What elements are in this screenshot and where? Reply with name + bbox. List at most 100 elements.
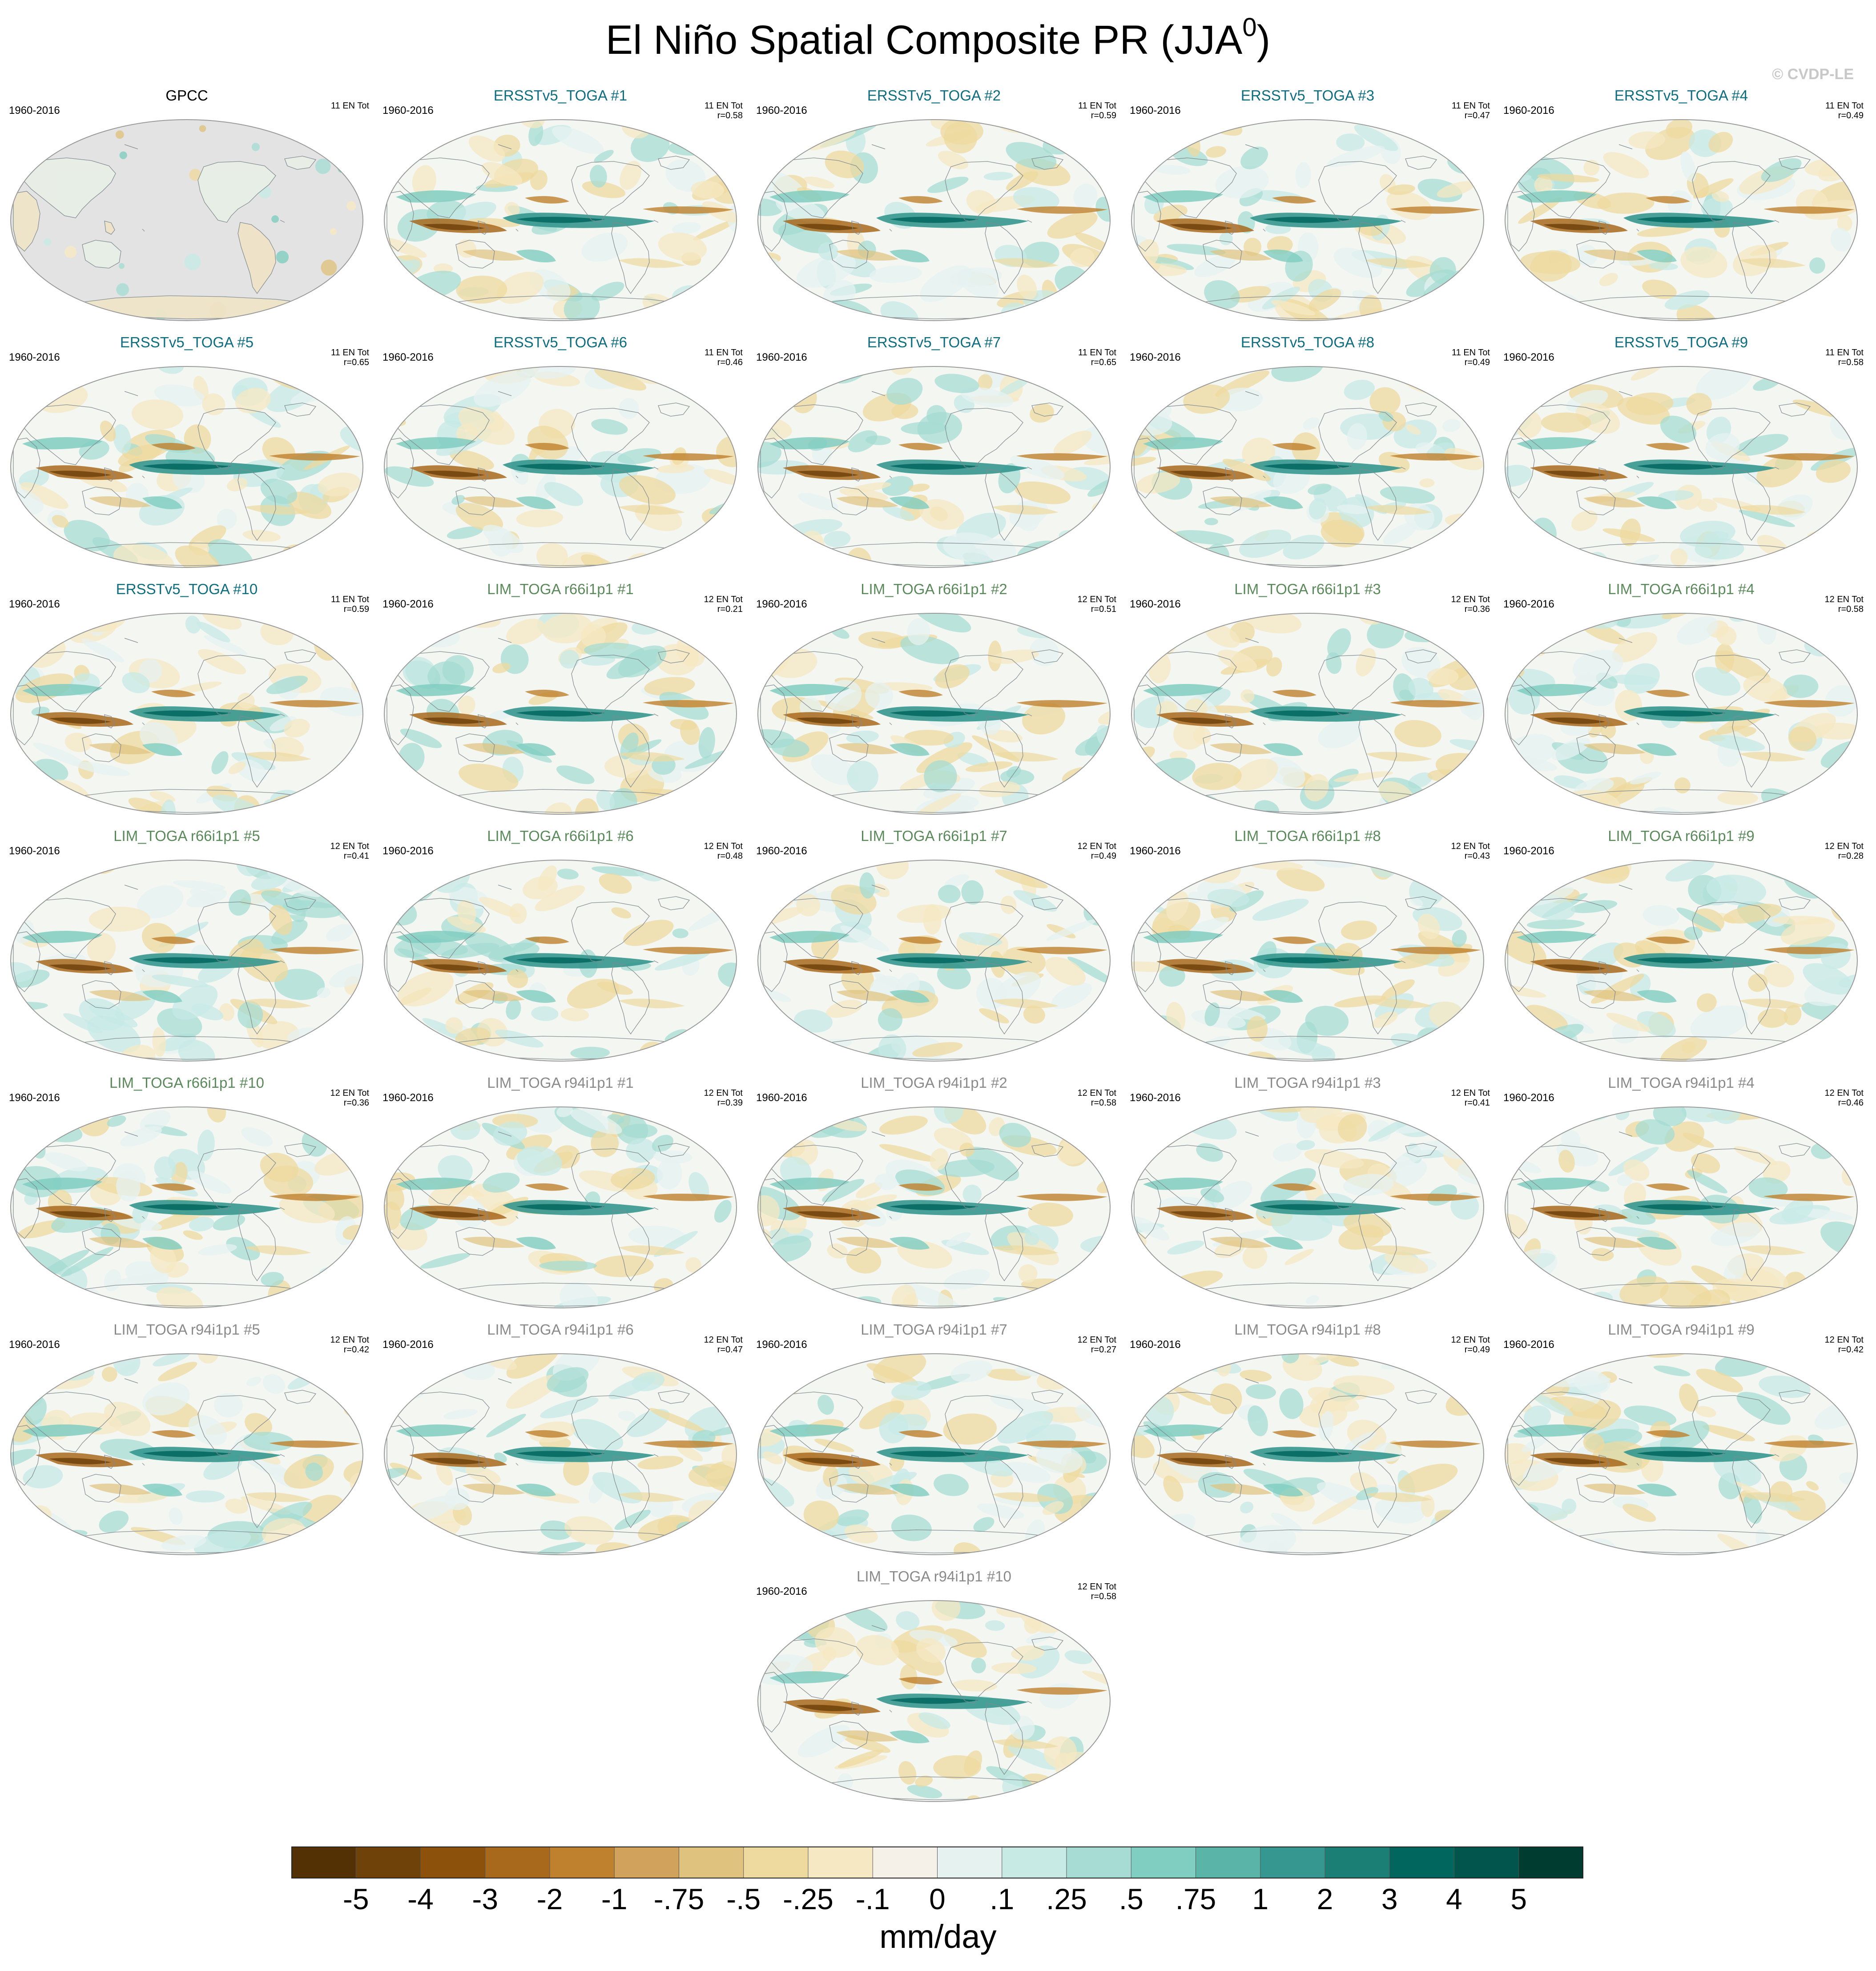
world-map [1131, 1353, 1484, 1555]
panel-event-count: 12 EN Tot r=0.47 [704, 1335, 743, 1355]
panel-event-count: 12 EN Tot r=0.41 [330, 841, 369, 861]
panel-event-count: 12 EN Tot r=0.46 [1825, 1088, 1864, 1108]
event-total: 11 EN Tot [1825, 101, 1864, 111]
panel-years: 1960-2016 [756, 105, 807, 117]
panel-years: 1960-2016 [9, 1092, 60, 1104]
panel-years: 1960-2016 [9, 1339, 60, 1351]
watermark: © CVDP-LE [1772, 66, 1854, 83]
world-map [384, 860, 737, 1062]
event-total: 12 EN Tot [330, 1335, 369, 1345]
colorbar-border [291, 1846, 1583, 1878]
colorbar-tick-label: -3 [472, 1883, 499, 1915]
world-map [1505, 1106, 1858, 1308]
panel-event-count: 12 EN Tot r=0.42 [1825, 1335, 1864, 1355]
panel-title: ERSSTv5_TOGA #5 [120, 334, 254, 350]
panel-years: 1960-2016 [382, 845, 434, 857]
panel-title: ERSSTv5_TOGA #9 [1614, 334, 1748, 350]
panel-event-count: 11 EN Tot r=0.59 [331, 595, 369, 614]
panel-title: ERSSTv5_TOGA #6 [493, 334, 628, 350]
panel-event-count: 11 EN Tot [331, 101, 369, 111]
panel-years: 1960-2016 [1503, 351, 1554, 363]
panel-event-count: 12 EN Tot r=0.49 [1078, 841, 1116, 861]
world-map [1505, 860, 1858, 1062]
world-map [1505, 1353, 1858, 1555]
pattern-correlation: r=0.41 [343, 851, 369, 861]
map-panel: ERSSTv5_TOGA #2 1960-2016 11 EN Tot r=0.59 [747, 87, 1121, 327]
colorbar-tick-label: -4 [407, 1883, 434, 1915]
panel-title: GPCC [165, 87, 208, 104]
panel-event-count: 12 EN Tot r=0.43 [1451, 841, 1490, 861]
pattern-correlation: r=0.59 [343, 604, 369, 614]
panel-title: ERSSTv5_TOGA #10 [116, 581, 258, 597]
event-total: 12 EN Tot [1077, 1088, 1116, 1098]
pattern-correlation: r=0.36 [1464, 604, 1490, 614]
panel-event-count: 11 EN Tot r=0.49 [1452, 348, 1490, 367]
panel-event-count: 11 EN Tot r=0.49 [1825, 101, 1864, 121]
event-total: 11 EN Tot [1452, 101, 1490, 111]
panel-event-count: 12 EN Tot r=0.58 [1825, 595, 1864, 614]
map-panel: ERSSTv5_TOGA #7 1960-2016 11 EN Tot r=0.65 [747, 334, 1121, 574]
map-panel: LIM_TOGA r66i1p1 #6 1960-2016 12 EN Tot r=0… [374, 827, 747, 1067]
panel-title: LIM_TOGA r66i1p1 #8 [1234, 828, 1381, 844]
panel-event-count: 12 EN Tot r=0.51 [1078, 595, 1116, 614]
panel-years: 1960-2016 [9, 105, 60, 117]
map-panel: LIM_TOGA r66i1p1 #1 1960-2016 12 EN Tot r=0… [374, 580, 747, 821]
panel-event-count: 12 EN Tot r=0.49 [1451, 1335, 1490, 1355]
event-total: 12 EN Tot [1824, 1088, 1864, 1098]
panel-years: 1960-2016 [756, 351, 807, 363]
colorbar-swatch [1067, 1846, 1131, 1878]
event-total: 12 EN Tot [1824, 841, 1864, 851]
world-map [384, 613, 737, 815]
map-panel: LIM_TOGA r94i1p1 #2 1960-2016 12 EN Tot r=0… [747, 1074, 1121, 1314]
panel-event-count: 12 EN Tot r=0.58 [1078, 1088, 1116, 1108]
panel-event-count: 11 EN Tot r=0.58 [705, 101, 743, 121]
colorbar-swatch [485, 1846, 550, 1878]
world-map [384, 366, 737, 568]
panel-title: LIM_TOGA r66i1p1 #5 [113, 828, 260, 844]
pattern-correlation: r=0.27 [1091, 1345, 1116, 1355]
panel-event-count: 11 EN Tot r=0.65 [1078, 348, 1116, 367]
world-map [1505, 119, 1858, 321]
panel-years: 1960-2016 [9, 598, 60, 610]
colorbar-swatch [420, 1846, 486, 1878]
panel-years: 1960-2016 [1130, 598, 1181, 610]
world-map [757, 1353, 1111, 1555]
colorbar-swatch [743, 1846, 809, 1878]
panel-title: ERSSTv5_TOGA #8 [1240, 334, 1375, 350]
map-panel: LIM_TOGA r94i1p1 #9 1960-2016 12 EN Tot r=0… [1494, 1321, 1868, 1561]
colorbar-tick-label: 1 [1252, 1883, 1269, 1915]
map-panel: LIM_TOGA r66i1p1 #7 1960-2016 12 EN Tot r=0… [747, 827, 1121, 1067]
pattern-correlation: r=0.65 [343, 358, 369, 367]
panel-years: 1960-2016 [1130, 105, 1181, 117]
event-total: 12 EN Tot [330, 841, 369, 851]
world-map [757, 366, 1111, 568]
pattern-correlation: r=0.48 [717, 851, 743, 861]
pattern-correlation: r=0.42 [1838, 1345, 1864, 1355]
panel-event-count: 12 EN Tot r=0.36 [330, 1088, 369, 1108]
map-panel: LIM_TOGA r66i1p1 #3 1960-2016 12 EN Tot r=0… [1121, 580, 1494, 821]
world-map [1505, 613, 1858, 815]
event-total: 12 EN Tot [1077, 1335, 1116, 1345]
colorbar-tick-label: 4 [1446, 1883, 1462, 1915]
colorbar-units: mm/day [879, 1918, 997, 1955]
panel-event-count: 11 EN Tot r=0.59 [1078, 101, 1116, 121]
world-map [10, 1353, 363, 1555]
colorbar-swatch [1389, 1846, 1454, 1878]
panel-years: 1960-2016 [9, 351, 60, 363]
colorbar-tick-label: -.1 [855, 1883, 890, 1915]
colorbar-tick-label: -2 [536, 1883, 563, 1915]
panel-title: LIM_TOGA r94i1p1 #10 [857, 1568, 1011, 1585]
panel-title: ERSSTv5_TOGA #4 [1614, 87, 1748, 104]
panel-years: 1960-2016 [756, 845, 807, 857]
world-map [10, 613, 363, 815]
panel-event-count: 12 EN Tot r=0.48 [704, 841, 743, 861]
colorbar-labels: -5 -4 -3 -2 -1 -.75 -.5 -.25 -.1 0 .1 .25 .5 .75 1 2 3 4 5 [0, 1881, 1876, 1917]
panel-title: LIM_TOGA r94i1p1 #1 [487, 1074, 634, 1091]
event-total: 12 EN Tot [1824, 595, 1864, 604]
event-total: 12 EN Tot [1451, 595, 1490, 604]
world-map [10, 860, 363, 1062]
pattern-correlation: r=0.58 [1091, 1592, 1116, 1601]
world-map [1131, 119, 1484, 321]
panel-title: LIM_TOGA r66i1p1 #9 [1608, 828, 1755, 844]
pattern-correlation: r=0.59 [1091, 111, 1116, 121]
